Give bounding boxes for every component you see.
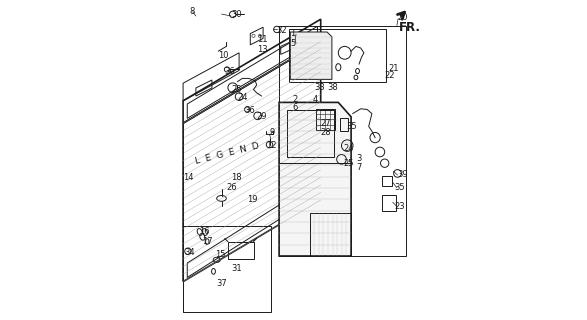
Text: L  E  G  E  N  D: L E G E N D [194, 141, 260, 166]
Text: 20: 20 [397, 13, 408, 22]
Text: 35: 35 [346, 122, 357, 131]
Text: 38: 38 [327, 84, 338, 92]
Text: 21: 21 [388, 64, 399, 73]
Text: 10: 10 [218, 52, 229, 60]
Text: 24: 24 [343, 144, 353, 153]
Text: 7: 7 [356, 163, 361, 172]
Text: 35: 35 [394, 183, 405, 192]
Text: 33: 33 [314, 84, 325, 92]
Text: 1: 1 [291, 29, 295, 38]
Text: FR.: FR. [399, 21, 421, 34]
Text: 9: 9 [269, 128, 275, 137]
Text: 27: 27 [321, 119, 331, 128]
Text: 19: 19 [247, 196, 258, 204]
Text: 17: 17 [203, 237, 213, 246]
Text: 16: 16 [199, 228, 210, 236]
Text: 2: 2 [292, 95, 297, 104]
Text: 11: 11 [257, 36, 267, 44]
Text: 13: 13 [257, 45, 267, 54]
Text: 25: 25 [343, 159, 353, 168]
Polygon shape [291, 32, 332, 79]
Text: 25: 25 [231, 85, 242, 94]
Text: 36: 36 [244, 106, 255, 115]
Text: 3: 3 [356, 154, 361, 163]
Text: 34: 34 [185, 248, 195, 257]
Text: 32: 32 [276, 26, 286, 35]
Text: 22: 22 [384, 71, 395, 80]
Text: 24: 24 [238, 93, 248, 102]
Text: 12: 12 [266, 141, 277, 150]
Polygon shape [279, 102, 351, 256]
Text: 14: 14 [183, 173, 194, 182]
Text: 37: 37 [217, 279, 227, 288]
Text: 30: 30 [231, 10, 242, 19]
Text: 8: 8 [190, 7, 195, 16]
Text: 39: 39 [397, 170, 408, 179]
Text: 26: 26 [227, 183, 237, 192]
Text: 5: 5 [291, 39, 295, 48]
Text: 18: 18 [231, 173, 242, 182]
Text: 6: 6 [292, 103, 297, 112]
Text: 36: 36 [225, 68, 235, 76]
Text: 31: 31 [231, 264, 242, 273]
Text: 15: 15 [215, 250, 225, 259]
Text: 4: 4 [313, 95, 318, 104]
Text: 23: 23 [394, 202, 405, 211]
Text: 29: 29 [257, 112, 267, 121]
Text: 28: 28 [321, 128, 331, 137]
